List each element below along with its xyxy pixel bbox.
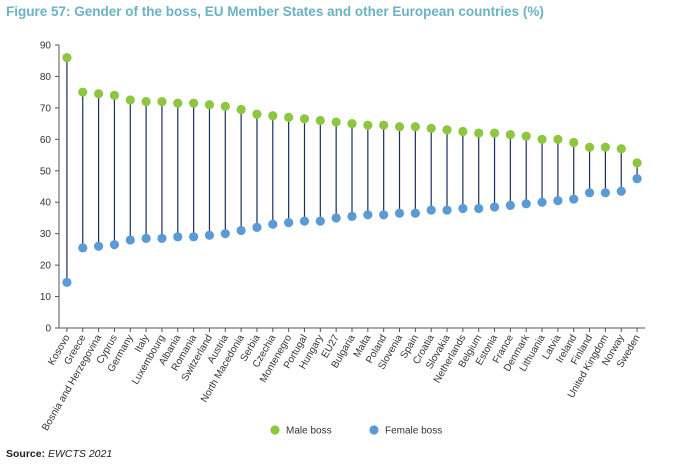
- y-tick-label: 70: [40, 103, 52, 114]
- female-boss-point: [616, 186, 626, 196]
- male-boss-point: [505, 130, 515, 140]
- male-boss-point: [141, 97, 151, 107]
- y-tick-label: 40: [40, 198, 52, 209]
- female-boss-point: [93, 241, 104, 251]
- female-boss-point: [569, 194, 579, 204]
- female-boss-point: [331, 213, 341, 223]
- male-boss-point: [299, 114, 310, 124]
- female-boss-point: [379, 210, 389, 220]
- legend-female-marker: [369, 425, 379, 435]
- female-boss-point: [442, 205, 452, 215]
- male-boss-point: [569, 137, 579, 148]
- female-boss-point: [474, 203, 484, 214]
- male-boss-point: [489, 128, 500, 138]
- female-boss-point: [125, 235, 135, 245]
- connector-lines: [66, 57, 638, 283]
- male-boss-point: [157, 97, 167, 107]
- female-boss-point: [410, 208, 420, 218]
- male-boss-point: [315, 115, 325, 126]
- male-boss-point: [109, 90, 120, 100]
- male-boss-point: [521, 131, 531, 141]
- female-boss-point: [537, 197, 547, 207]
- female-boss-point: [220, 229, 230, 239]
- female-boss-point: [236, 225, 246, 236]
- male-boss-point: [284, 112, 294, 122]
- female-boss-point: [78, 243, 88, 253]
- female-boss-point: [109, 240, 120, 250]
- female-boss-point: [505, 200, 515, 210]
- female-boss-point: [315, 216, 325, 226]
- male-boss-point: [600, 142, 611, 152]
- male-boss-point: [62, 52, 72, 63]
- source-label: Source:: [6, 448, 46, 460]
- female-boss-point: [489, 202, 500, 212]
- female-boss-point: [394, 208, 405, 218]
- male-boss-point: [125, 95, 135, 105]
- male-boss-point: [236, 104, 246, 115]
- female-boss-point: [268, 219, 278, 229]
- male-boss-point: [537, 134, 547, 144]
- male-boss-point: [553, 134, 563, 144]
- chart-title: Figure 57: Gender of the boss, EU Member…: [6, 4, 544, 19]
- female-boss-point: [347, 211, 357, 221]
- female-boss-point: [141, 233, 151, 243]
- male-boss-point: [616, 144, 626, 154]
- male-boss-point: [442, 125, 452, 135]
- y-tick-label: 10: [40, 292, 52, 303]
- legend-male-label: Male boss: [286, 426, 332, 437]
- male-boss-point: [394, 122, 405, 132]
- female-boss-point: [189, 232, 199, 242]
- data-points: [62, 52, 642, 288]
- male-boss-point: [93, 89, 104, 99]
- male-boss-point: [204, 100, 215, 110]
- male-boss-point: [189, 98, 199, 108]
- female-boss-point: [62, 277, 72, 288]
- female-boss-point: [252, 222, 262, 232]
- female-boss-point: [157, 233, 167, 243]
- y-tick-label: 50: [40, 166, 52, 177]
- male-boss-point: [632, 158, 642, 168]
- female-boss-point: [553, 196, 563, 206]
- male-boss-point: [331, 117, 341, 127]
- female-boss-point: [521, 199, 531, 209]
- female-boss-point: [458, 203, 468, 214]
- female-boss-point: [173, 232, 183, 242]
- male-boss-point: [220, 101, 230, 111]
- male-boss-point: [379, 120, 389, 130]
- female-boss-point: [204, 230, 215, 240]
- male-boss-point: [474, 128, 484, 138]
- female-boss-point: [363, 210, 373, 220]
- male-boss-point: [458, 126, 468, 137]
- male-boss-point: [78, 87, 88, 97]
- legend-male-marker: [270, 425, 280, 435]
- source-value: EWCTS 2021: [48, 448, 113, 460]
- male-boss-point: [584, 142, 595, 152]
- male-boss-point: [268, 111, 278, 121]
- male-boss-point: [347, 119, 357, 129]
- y-tick-label: 60: [40, 135, 52, 146]
- y-tick-label: 0: [45, 324, 51, 335]
- y-tick-label: 90: [40, 41, 52, 52]
- female-boss-point: [426, 205, 436, 215]
- y-tick-label: 30: [40, 229, 52, 240]
- y-tick-label: 80: [40, 72, 52, 83]
- male-boss-point: [410, 122, 420, 132]
- legend: Male boss Female boss: [270, 425, 442, 437]
- legend-female-label: Female boss: [385, 426, 442, 437]
- male-boss-point: [363, 120, 373, 130]
- female-boss-point: [632, 174, 642, 184]
- female-boss-point: [584, 188, 595, 198]
- y-tick-label: 20: [40, 261, 52, 272]
- female-boss-point: [284, 218, 294, 228]
- source-note: Source: EWCTS 2021: [6, 448, 112, 460]
- male-boss-point: [252, 109, 262, 119]
- female-boss-point: [299, 216, 310, 226]
- female-boss-point: [600, 188, 611, 198]
- male-boss-point: [426, 123, 436, 133]
- axes: 0 10 20 30 40 50 60 70 80 90: [40, 41, 645, 335]
- male-boss-point: [173, 98, 183, 108]
